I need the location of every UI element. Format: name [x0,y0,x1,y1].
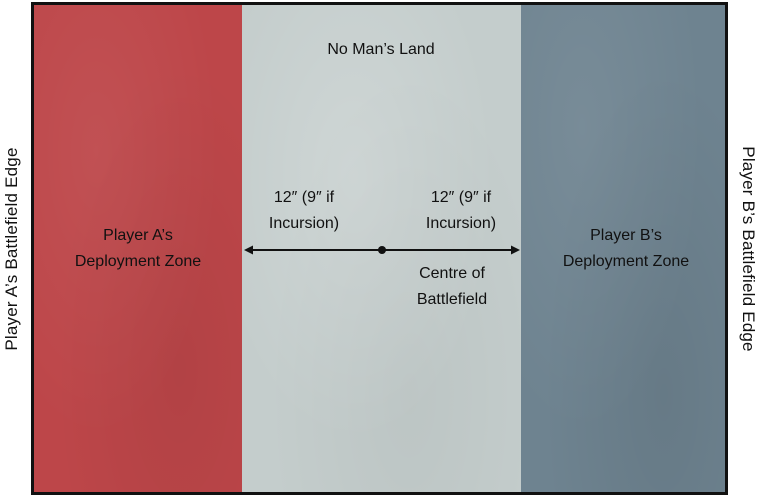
no-mans-land-zone [242,5,521,492]
no-mans-land-label: No Man’s Land [327,41,435,58]
distance-arrows [244,245,520,255]
player-b-battlefield-edge-label: Player B’s Battlefield Edge [739,146,758,352]
centre-of-battlefield-label: Centre of Battlefield [392,261,512,313]
player-a-battlefield-edge-label: Player A’s Battlefield Edge [2,147,21,351]
player-a-zone-label-line: Player A’s [103,227,173,244]
player-b-deployment-zone-label: Player B’s Deployment Zone [521,223,725,275]
left-distance-label: 12″ (9″ if Incursion) [249,185,359,237]
right-distance-label-line: 12″ (9″ if [430,189,492,206]
arrowhead-left [244,245,253,255]
arrowhead-right [511,245,520,255]
right-distance-label: 12″ (9″ if Incursion) [406,185,516,237]
player-a-deployment-zone [34,5,242,492]
centre-point-marker [378,246,386,254]
centre-label-line: Centre of [419,265,485,282]
player-a-deployment-zone-label: Player A’s Deployment Zone [34,223,242,275]
battlefield-map: No Man’s Land Player A’s Deployment Zone… [31,2,728,495]
centre-label-line: Battlefield [416,291,488,308]
player-b-deployment-zone [521,5,725,492]
player-b-zone-label-line: Deployment Zone [562,253,690,270]
player-a-zone-label-line: Deployment Zone [74,253,202,270]
left-distance-label-line: 12″ (9″ if [273,189,335,206]
left-distance-label-line: Incursion) [268,215,340,232]
right-distance-label-line: Incursion) [425,215,497,232]
player-b-zone-label-line: Player B’s [590,227,662,244]
